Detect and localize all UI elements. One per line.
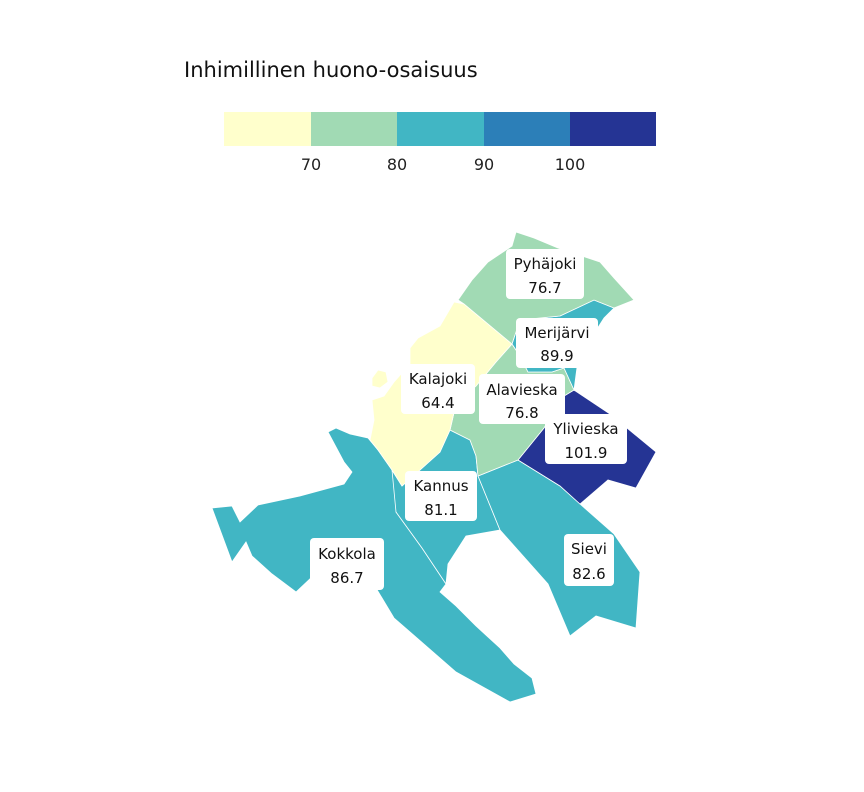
legend-swatch-1 (224, 112, 311, 146)
region-value: 101.9 (565, 444, 608, 462)
region-name: Kannus (413, 477, 468, 495)
region-value: 76.8 (505, 404, 538, 422)
region-value: 89.9 (540, 347, 573, 365)
legend-tick-90: 90 (474, 155, 494, 174)
label-alavieska: Alavieska 76.8 (479, 374, 565, 424)
label-kannus: Kannus 81.1 (405, 471, 477, 521)
legend-tick-100: 100 (555, 155, 586, 174)
label-pyhajoki: Pyhäjoki 76.7 (506, 249, 584, 299)
map-regions (211, 231, 657, 703)
legend-swatch-4 (484, 112, 570, 146)
legend-swatch-3 (397, 112, 484, 146)
label-box (401, 364, 475, 414)
region-value: 76.7 (528, 279, 561, 297)
region-value: 81.1 (424, 501, 457, 519)
label-box (564, 534, 614, 586)
label-sievi: Sievi 82.6 (564, 534, 614, 586)
label-box (479, 374, 565, 424)
region-name: Merijärvi (524, 324, 589, 342)
region-name: Kokkola (318, 545, 376, 563)
map-labels: Pyhäjoki 76.7 Merijärvi 89.9 Kalajoki 64… (310, 249, 627, 590)
legend: Inhimillinen huono-osaisuus 70 80 90 100 (184, 58, 656, 174)
label-box (506, 249, 584, 299)
label-box (405, 471, 477, 521)
legend-title: Inhimillinen huono-osaisuus (184, 58, 478, 82)
region-value: 86.7 (330, 569, 363, 587)
region-name: Alavieska (486, 381, 557, 399)
region-name: Ylivieska (552, 420, 618, 438)
legend-colorbar (224, 112, 656, 146)
legend-swatch-5 (570, 112, 656, 146)
legend-tick-70: 70 (301, 155, 321, 174)
label-kokkola: Kokkola 86.7 (310, 538, 384, 590)
region-value: 64.4 (421, 394, 454, 412)
region-name: Sievi (571, 540, 607, 558)
region-value: 82.6 (572, 565, 605, 583)
label-box (545, 414, 627, 464)
region-sievi[interactable] (477, 459, 641, 637)
label-box (310, 538, 384, 590)
legend-tick-80: 80 (387, 155, 407, 174)
label-box (516, 318, 598, 368)
label-ylivieska: Ylivieska 101.9 (545, 414, 627, 464)
region-name: Kalajoki (409, 370, 467, 388)
legend-swatch-2 (311, 112, 397, 146)
region-name: Pyhäjoki (514, 255, 577, 273)
label-merijarvi: Merijärvi 89.9 (516, 318, 598, 368)
region-kalajoki-island (371, 369, 389, 389)
label-kalajoki: Kalajoki 64.4 (401, 364, 475, 414)
